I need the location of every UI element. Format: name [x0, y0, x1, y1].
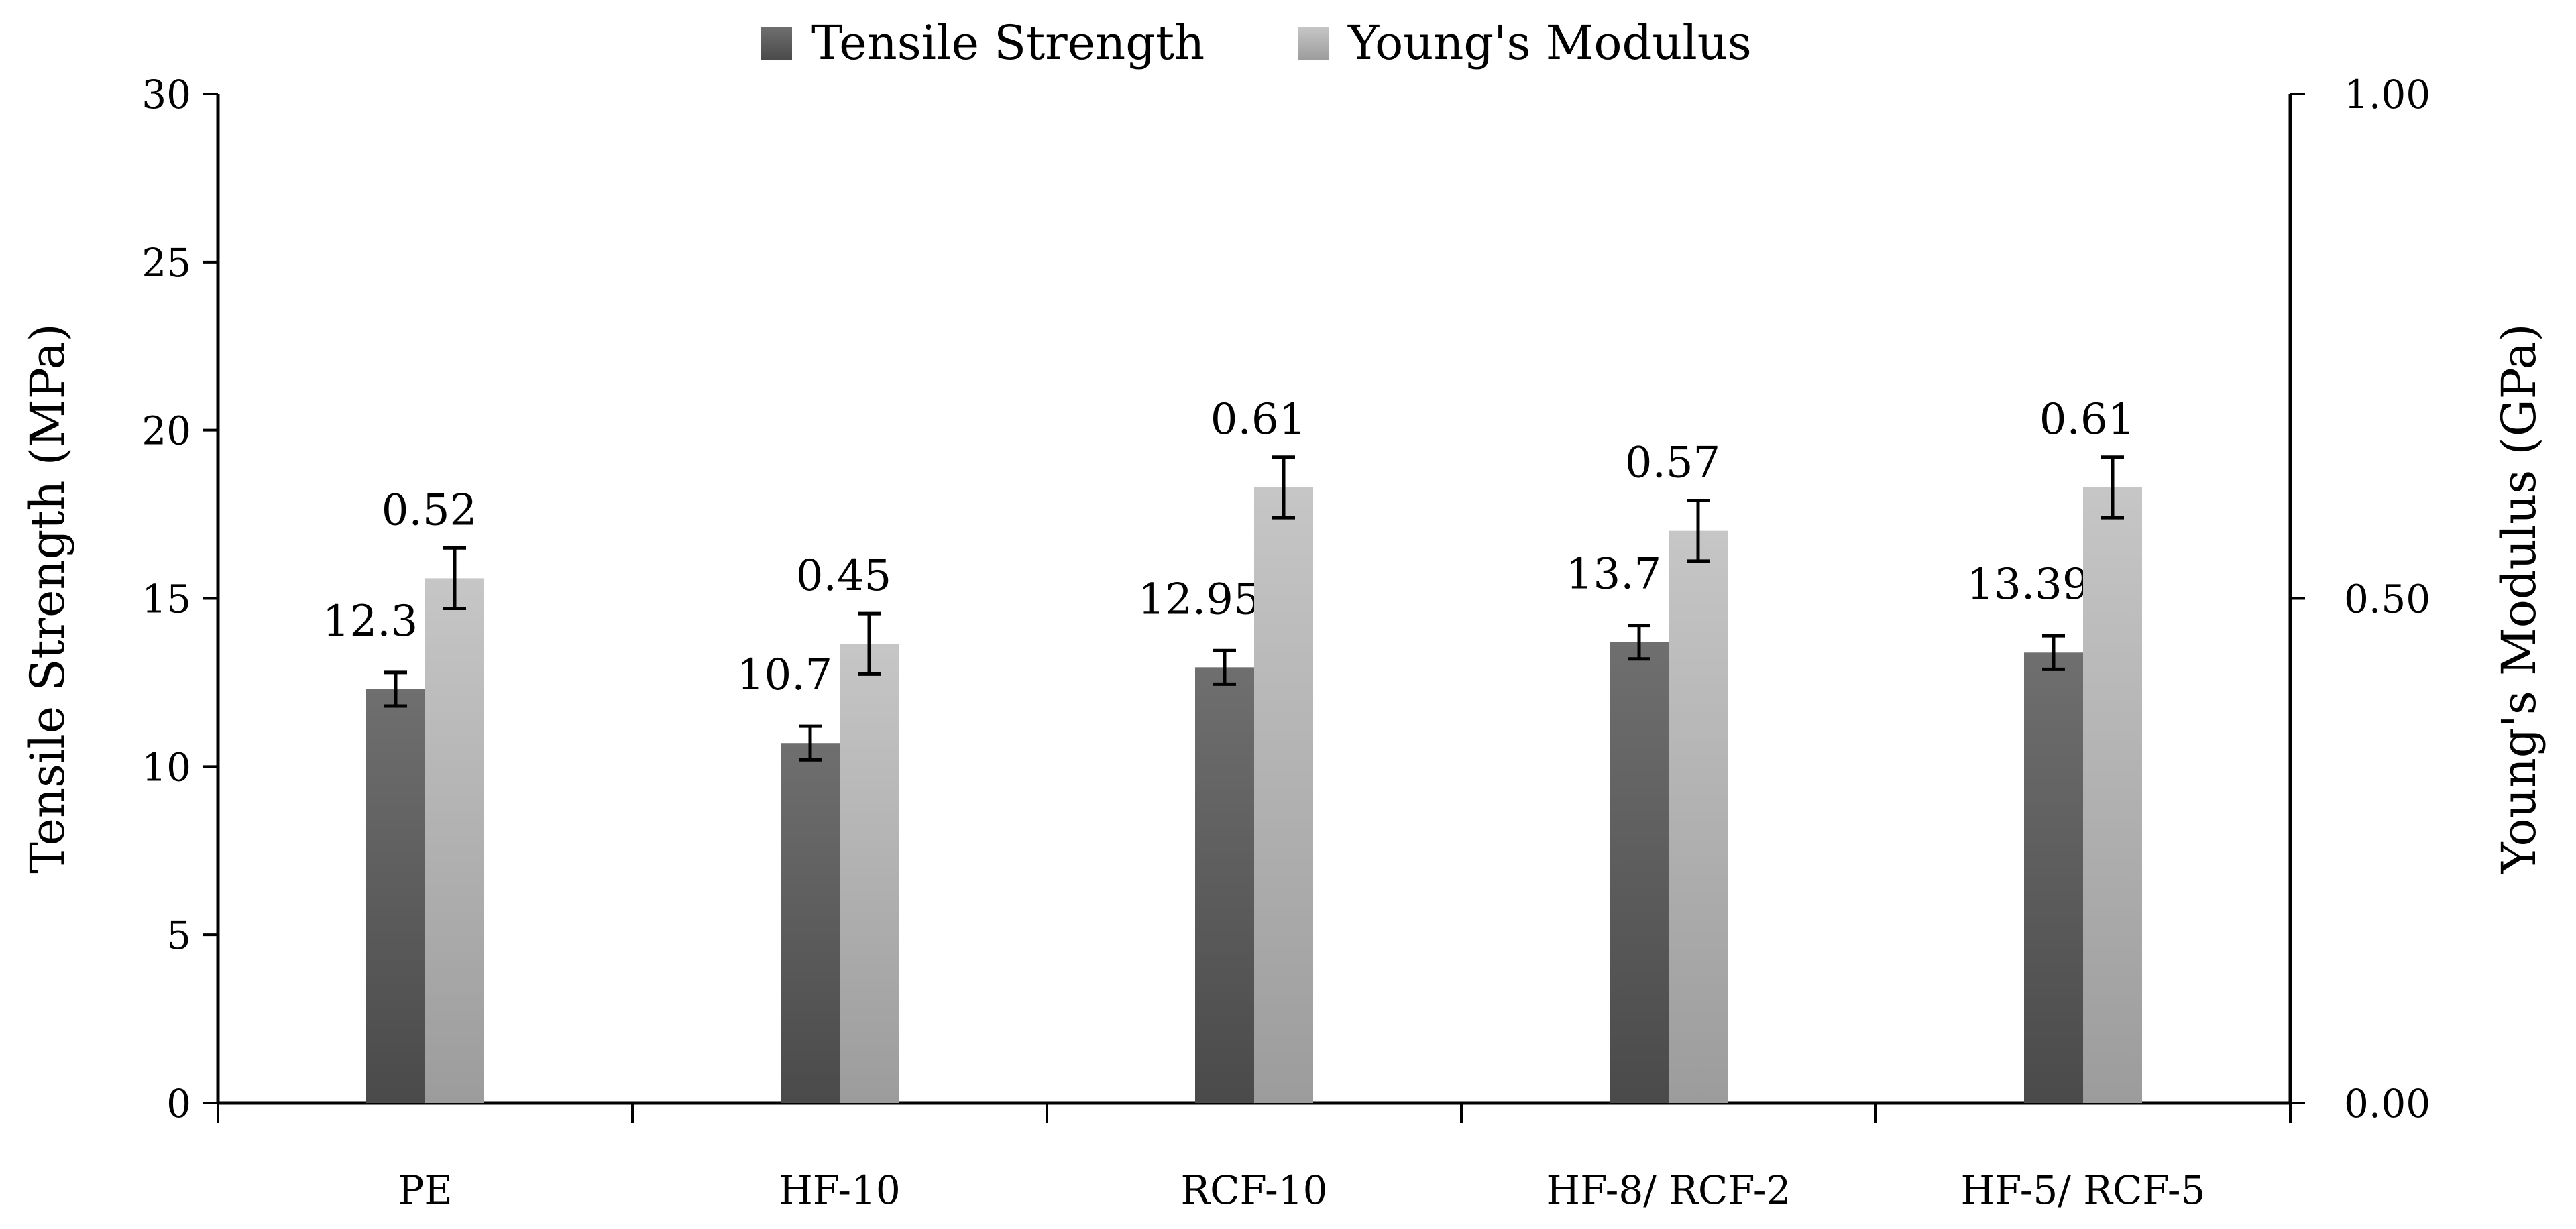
- data-label: 13.39: [1966, 560, 2089, 609]
- bar-tensile-strength: [366, 689, 425, 1103]
- y-left-tick-label: 15: [142, 577, 191, 622]
- y-right-tick-label: 0.00: [2344, 1081, 2430, 1126]
- y-left-tick-label: 25: [142, 240, 191, 286]
- y-left-tick-label: 5: [166, 913, 191, 958]
- bar-youngs-modulus: [840, 644, 899, 1103]
- bar-youngs-modulus: [1669, 530, 1728, 1103]
- data-label: 0.61: [1211, 395, 1306, 445]
- bar-youngs-modulus: [425, 578, 484, 1103]
- legend-swatch-tensile-strength: [761, 27, 792, 60]
- legend-label-youngs-modulus: Young's Modulus: [1347, 15, 1752, 70]
- x-tick-label: RCF-10: [1180, 1167, 1327, 1213]
- legend-label-tensile-strength: Tensile Strength: [811, 15, 1205, 70]
- legend-swatch-youngs-modulus: [1298, 27, 1329, 60]
- x-tick-label: HF-5/ RCF-5: [1961, 1167, 2206, 1213]
- y-left-tick-label: 0: [166, 1081, 191, 1126]
- x-tick-label: HF-10: [779, 1167, 901, 1213]
- x-tick-label: PE: [398, 1167, 452, 1213]
- data-label: 10.7: [737, 650, 833, 700]
- y-left-tick-label: 30: [142, 72, 191, 117]
- y-right-tick-label: 0.50: [2344, 577, 2430, 622]
- y-left-axis-title: Tensile Strength (MPa): [20, 323, 75, 873]
- bar-tensile-strength: [1610, 642, 1669, 1103]
- bar-tensile-strength: [2024, 652, 2083, 1103]
- y-left-tick-label: 10: [142, 744, 191, 790]
- data-label: 0.45: [796, 551, 892, 601]
- bar-youngs-modulus: [1254, 487, 1313, 1103]
- data-label: 12.95: [1137, 575, 1260, 624]
- bar-youngs-modulus: [2083, 487, 2142, 1103]
- data-label: 0.57: [1625, 438, 1721, 488]
- data-label: 0.52: [382, 485, 478, 535]
- data-label: 0.61: [2039, 395, 2135, 445]
- legend: Tensile Strength Young's Modulus: [761, 15, 1752, 70]
- y-right-axis-title: Young's Modulus (GPa): [2491, 323, 2546, 874]
- y-left-tick-label: 20: [142, 408, 191, 454]
- x-tick-label: HF-8/ RCF-2: [1547, 1167, 1791, 1213]
- plot-area: 0 5 10 15 20 25 30 0.00 0.50 1.00 PE HF-10 RCF-10 HF-…: [20, 72, 2546, 1213]
- data-label: 13.7: [1566, 550, 1662, 599]
- bar-tensile-strength: [1195, 667, 1254, 1103]
- bar-tensile-strength: [781, 743, 840, 1103]
- y-right-tick-label: 1.00: [2344, 72, 2430, 117]
- data-label: 12.3: [323, 597, 418, 646]
